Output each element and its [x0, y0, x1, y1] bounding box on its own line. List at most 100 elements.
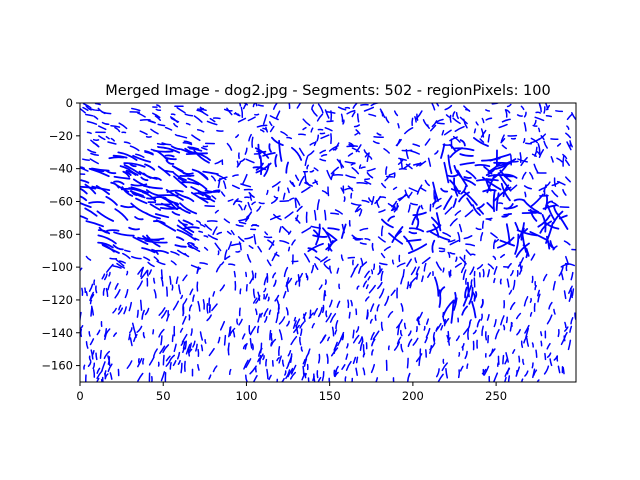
line-segment [177, 219, 188, 226]
line-segment [407, 338, 413, 348]
line-segment [284, 211, 294, 219]
line-segment [216, 129, 224, 132]
line-segment [462, 269, 467, 281]
line-segment [435, 368, 440, 378]
line-segment [481, 117, 485, 124]
line-segment [342, 119, 345, 125]
line-segments [80, 103, 576, 382]
line-segment [329, 313, 337, 323]
line-segment [103, 350, 111, 360]
line-segment [476, 264, 484, 270]
line-segment [317, 306, 323, 318]
line-segment [484, 331, 488, 341]
line-segment [396, 319, 403, 329]
line-segment [311, 104, 315, 111]
line-segment [274, 154, 278, 168]
line-segment [502, 354, 505, 365]
line-segment [262, 114, 268, 125]
line-segment [562, 188, 567, 196]
line-segment [295, 318, 301, 327]
line-segment [557, 328, 560, 338]
line-segment [132, 178, 151, 189]
line-segment [238, 241, 242, 251]
line-segment [498, 123, 508, 129]
line-segment [112, 244, 124, 251]
line-segment [126, 360, 133, 369]
line-segment [442, 143, 450, 146]
line-segment [249, 325, 256, 336]
line-segment [121, 186, 134, 197]
line-segment [398, 157, 407, 161]
line-segment [190, 264, 202, 270]
line-segment [270, 198, 278, 204]
line-segment [493, 277, 496, 284]
line-segment [180, 362, 183, 374]
line-segment [83, 364, 86, 370]
line-segment [520, 340, 524, 348]
line-segment [89, 158, 99, 165]
line-segment [301, 226, 312, 234]
line-segment [407, 204, 411, 213]
line-segment [172, 300, 180, 311]
line-segment [105, 287, 109, 297]
line-segment [341, 333, 345, 341]
line-segment [258, 201, 265, 205]
line-segment [271, 181, 281, 188]
line-segment [152, 348, 158, 358]
line-segment [133, 333, 138, 343]
line-segment [544, 103, 549, 111]
line-segment [242, 103, 247, 110]
line-segment [356, 113, 360, 123]
line-segment [159, 345, 166, 355]
line-segment [245, 284, 248, 292]
line-segment [447, 251, 451, 258]
line-segment [543, 184, 547, 193]
line-segment [356, 285, 360, 290]
line-segment [182, 223, 195, 233]
line-segment [371, 349, 374, 356]
line-segment [196, 108, 207, 112]
line-segment [518, 355, 521, 363]
line-segment [293, 316, 297, 322]
line-segment [473, 137, 489, 147]
line-segment [493, 266, 498, 275]
line-segment [125, 169, 137, 176]
line-segment [412, 211, 427, 216]
line-segment [129, 145, 140, 152]
line-segment [500, 315, 505, 326]
line-segment [391, 230, 402, 243]
line-segment [417, 317, 420, 325]
line-segment [496, 361, 500, 367]
line-segment [396, 262, 406, 268]
line-segment [510, 184, 518, 191]
line-segment [317, 103, 324, 114]
line-segment [410, 266, 417, 276]
line-segment [136, 309, 139, 318]
line-segment [340, 113, 344, 123]
line-segment [408, 231, 418, 235]
line-segment [456, 169, 468, 187]
line-segment [118, 122, 128, 130]
line-segment [158, 328, 165, 338]
line-segment [534, 146, 538, 157]
line-segment [287, 246, 291, 252]
line-segment [249, 365, 257, 375]
line-segment [502, 324, 506, 331]
line-segment [521, 233, 527, 253]
line-segment [425, 318, 430, 325]
line-segment [150, 128, 159, 135]
line-segment [422, 119, 429, 128]
line-segment [393, 172, 396, 179]
line-segment [151, 248, 159, 255]
line-segment [181, 315, 187, 325]
line-segment [206, 220, 218, 223]
line-segment [137, 357, 143, 368]
line-segment [524, 324, 530, 334]
line-segment [188, 342, 192, 352]
line-segment [230, 242, 242, 247]
line-segment [124, 249, 131, 253]
line-segment [420, 204, 424, 210]
line-segment [429, 344, 433, 354]
line-segment [191, 134, 201, 142]
line-segment [486, 218, 492, 221]
